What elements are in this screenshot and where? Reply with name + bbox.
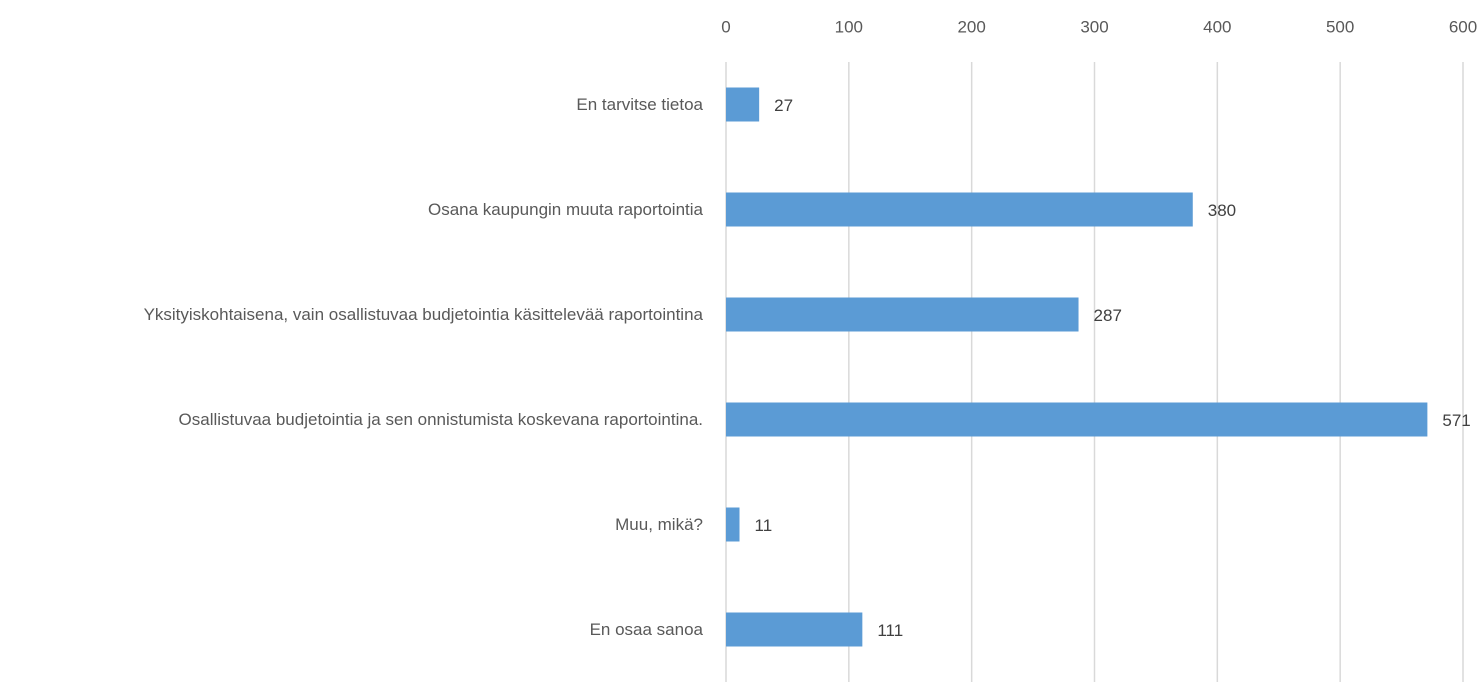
value-label: 11 — [755, 516, 773, 535]
value-label: 571 — [1442, 411, 1470, 430]
x-tick-label: 0 — [721, 17, 730, 36]
x-tick-label: 100 — [835, 17, 863, 36]
bar — [726, 87, 760, 122]
category-label: Yksityiskohtaisena, vain osallistuvaa bu… — [143, 304, 703, 324]
bar — [726, 612, 863, 647]
x-tick-label: 500 — [1326, 17, 1354, 36]
category-label: Osallistuvaa budjetointia ja sen onnistu… — [178, 409, 703, 429]
x-tick-label: 200 — [957, 17, 985, 36]
category-label: Osana kaupungin muuta raportointia — [427, 199, 703, 219]
x-tick-label: 600 — [1449, 17, 1477, 36]
x-tick-label: 400 — [1203, 17, 1231, 36]
bar — [726, 507, 740, 542]
bar — [726, 297, 1079, 332]
value-label: 27 — [774, 96, 793, 115]
x-tick-label: 300 — [1080, 17, 1108, 36]
bar — [726, 402, 1428, 437]
value-label: 380 — [1208, 201, 1236, 220]
category-label: En tarvitse tietoa — [576, 94, 703, 114]
value-label: 111 — [877, 621, 903, 640]
value-label: 287 — [1094, 306, 1122, 325]
category-label: Muu, mikä? — [615, 514, 703, 534]
bar — [726, 192, 1193, 227]
category-label: En osaa sanoa — [589, 619, 703, 639]
